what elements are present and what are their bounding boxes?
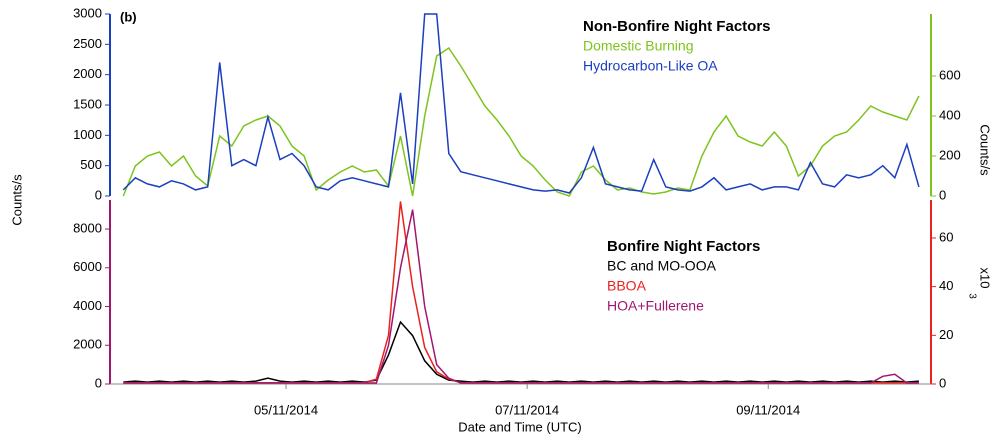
panel-label: (b) [120,9,137,24]
series-line [123,320,919,383]
legend-entry: BC and MO-OOA [607,258,717,274]
series-line [122,13,920,194]
y2-label-exponent: 3 [966,293,977,299]
y-tick-label: 8000 [73,220,102,235]
y-tick-label: 1000 [73,127,102,142]
y-tick-label: 1500 [73,96,102,111]
x-label: Date and Time (UTC) [458,419,582,434]
y-tick-label: 2000 [73,337,102,352]
y-tick-label: 6000 [73,259,102,274]
y2-tick-label: 20 [939,327,953,342]
y2-label: x10 [978,268,993,289]
series-line [123,201,919,384]
y-label: Counts/s [9,174,24,226]
y-tick-label: 2500 [73,36,102,51]
legend-entry: HOA+Fullerene [607,298,704,314]
legend-title: Non-Bonfire Night Factors [583,18,771,35]
x-tick-label: 09/11/2014 [736,402,800,417]
y2-tick-label: 600 [939,67,961,82]
y-tick-label: 0 [95,375,102,390]
legend-entry: BBOA [607,278,647,294]
legend-entry: Hydrocarbon-Like OA [583,58,718,74]
legend-title: Bonfire Night Factors [607,238,760,255]
series-line [122,46,920,197]
legend-entry: Domestic Burning [583,38,694,54]
x-tick-label: 07/11/2014 [495,402,559,417]
y2-tick-label: 60 [939,229,953,244]
y2-tick-label: 0 [939,187,946,202]
y-tick-label: 0 [95,187,102,202]
y-tick-label: 3000 [73,5,102,20]
x-tick-label: 05/11/2014 [254,402,318,417]
y2-tick-label: 40 [939,278,953,293]
y2-tick-label: 400 [939,107,961,122]
y-tick-label: 2000 [73,66,102,81]
y-tick-label: 500 [80,157,102,172]
y2-tick-label: 200 [939,147,961,162]
y-tick-label: 4000 [73,298,102,313]
series-line [123,209,919,384]
y2-label: Counts/s [978,124,993,176]
y2-tick-label: 0 [939,375,946,390]
